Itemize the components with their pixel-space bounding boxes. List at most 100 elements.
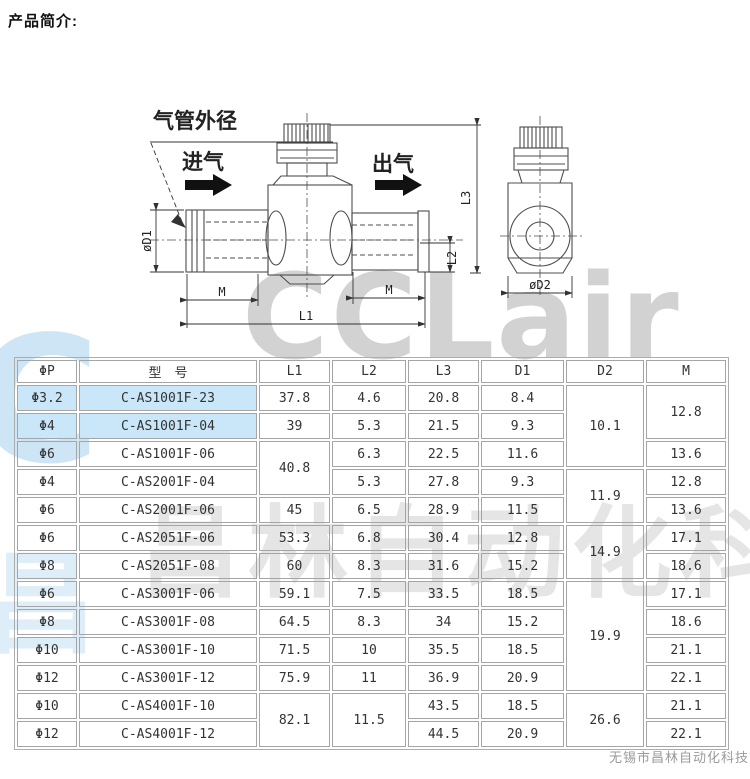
table-cell: 22.5	[408, 441, 479, 467]
table-row: Φ4 C-AS1001F-04 39 5.3 21.5 9.3	[17, 413, 726, 439]
table-cell: C-AS2001F-04	[79, 469, 257, 495]
table-cell: 34	[408, 609, 479, 635]
table-cell: 22.1	[646, 721, 726, 747]
table-cell: 36.9	[408, 665, 479, 691]
table-row: Φ10 C-AS4001F-10 82.1 11.5 43.5 18.5 26.6 21.1	[17, 693, 726, 747]
table-row: Φ4 C-AS2001F-04 5.3 27.8 9.3 11.9 12.8	[17, 469, 726, 523]
label-l2: L2	[445, 251, 459, 265]
table-cell: 13.6	[646, 497, 726, 523]
table-cell: 12.8	[481, 525, 564, 551]
table-cell: 8.3	[332, 553, 406, 579]
spec-table-body: Φ3.2 C-AS1001F-23 37.8 4.6 20.8 8.4 10.1 12.8 Φ4…	[17, 385, 726, 747]
table-cell: 18.6	[646, 553, 726, 579]
table-cell: 7.5	[332, 581, 406, 607]
table-cell: 14.9	[566, 525, 644, 579]
table-cell: 82.1	[259, 693, 330, 747]
table-cell: 12.8	[646, 385, 726, 439]
table-cell: Φ12	[17, 721, 77, 747]
table-cell: 28.9	[408, 497, 479, 523]
table-cell: 5.3	[332, 469, 406, 495]
table-cell: 6.8	[332, 525, 406, 551]
column-header: D1	[481, 360, 564, 383]
table-cell: C-AS2001F-06	[79, 497, 257, 523]
table-cell: 31.6	[408, 553, 479, 579]
table-cell: Φ6	[17, 441, 77, 467]
table-cell: 20.9	[481, 665, 564, 691]
table-cell: 15.2	[481, 609, 564, 635]
table-cell: Φ8	[17, 609, 77, 635]
table-cell: Φ3.2	[17, 385, 77, 411]
column-header: L1	[259, 360, 330, 383]
label-m-left: M	[218, 285, 225, 299]
table-cell: Φ10	[17, 637, 77, 663]
table-cell: 18.5	[481, 581, 564, 607]
label-d1: øD1	[140, 230, 154, 252]
table-cell: 9.3	[481, 469, 564, 495]
table-cell: 33.5	[408, 581, 479, 607]
table-cell: 11.6	[481, 441, 564, 467]
table-cell: Φ6	[17, 581, 77, 607]
table-cell: Φ10	[17, 693, 77, 719]
column-header: L3	[408, 360, 479, 383]
table-cell: Φ4	[17, 413, 77, 439]
table-cell: 5.3	[332, 413, 406, 439]
table-cell: C-AS2051F-08	[79, 553, 257, 579]
table-cell: 18.6	[646, 609, 726, 635]
page-title: 产品简介:	[8, 13, 78, 30]
table-cell: 40.8	[259, 441, 330, 495]
table-cell: 18.5	[481, 637, 564, 663]
table-cell: C-AS1001F-06	[79, 441, 257, 467]
table-cell: 10	[332, 637, 406, 663]
table-cell: 71.5	[259, 637, 330, 663]
table-cell: 11.5	[481, 497, 564, 523]
table-row: Φ6 C-AS1001F-06 40.8 6.3 22.5 11.6 13.6	[17, 441, 726, 495]
table-row: Φ3.2 C-AS1001F-23 37.8 4.6 20.8 8.4 10.1 12.8	[17, 385, 726, 467]
column-header: 型 号	[79, 360, 257, 383]
table-cell: 75.9	[259, 665, 330, 691]
table-cell: C-AS3001F-12	[79, 665, 257, 691]
label-l3: L3	[459, 191, 473, 205]
table-cell: 15.2	[481, 553, 564, 579]
table-cell: C-AS4001F-12	[79, 721, 257, 747]
table-row: Φ6 C-AS3001F-06 59.1 7.5 33.5 18.5 19.9 17.1	[17, 581, 726, 691]
table-cell: 45	[259, 497, 330, 523]
table-cell: C-AS4001F-10	[79, 693, 257, 719]
table-cell: 11.5	[332, 693, 406, 747]
label-air-in: 进气	[182, 150, 224, 174]
table-cell: 30.4	[408, 525, 479, 551]
table-cell: 9.3	[481, 413, 564, 439]
table-cell: 11.9	[566, 469, 644, 523]
table-cell: 21.1	[646, 693, 726, 719]
spec-table: ΦP 型 号 L1 L2 L3 D1 D2 M Φ3.2 C-AS1001F-23 37.8 4.6…	[14, 357, 729, 750]
table-row: Φ8 C-AS3001F-08 64.5 8.3 34 15.2 18.6	[17, 609, 726, 635]
technical-drawing: 气管外径 进气 出气 øD1 M M L1 L2 L3 øD2	[140, 109, 582, 328]
table-cell: 8.4	[481, 385, 564, 411]
table-row: Φ8 C-AS2051F-08 60 8.3 31.6 15.2 18.6	[17, 553, 726, 579]
table-cell: 43.5	[408, 693, 479, 719]
table-cell: 19.9	[566, 581, 644, 691]
table-cell: Φ12	[17, 665, 77, 691]
table-cell: 11	[332, 665, 406, 691]
table-cell: 17.1	[646, 525, 726, 551]
table-cell: 35.5	[408, 637, 479, 663]
table-cell: 26.6	[566, 693, 644, 747]
table-cell: C-AS3001F-08	[79, 609, 257, 635]
table-cell: 22.1	[646, 665, 726, 691]
spec-table-container: ΦP 型 号 L1 L2 L3 D1 D2 M Φ3.2 C-AS1001F-23 37.8 4.6…	[14, 357, 729, 750]
table-cell: 20.8	[408, 385, 479, 411]
table-cell: 13.6	[646, 441, 726, 467]
column-header: D2	[566, 360, 644, 383]
table-cell: 8.3	[332, 609, 406, 635]
table-row: Φ10 C-AS3001F-10 71.5 10 35.5 18.5 21.1	[17, 637, 726, 663]
table-cell: Φ8	[17, 553, 77, 579]
table-cell: 17.1	[646, 581, 726, 607]
table-cell: 60	[259, 553, 330, 579]
table-cell: 10.1	[566, 385, 644, 467]
label-m-right: M	[385, 283, 392, 297]
label-d2: øD2	[529, 278, 551, 292]
table-row: Φ12 C-AS3001F-12 75.9 11 36.9 20.9 22.1	[17, 665, 726, 691]
table-cell: 53.3	[259, 525, 330, 551]
table-cell: 21.1	[646, 637, 726, 663]
table-cell: C-AS3001F-10	[79, 637, 257, 663]
table-cell: 27.8	[408, 469, 479, 495]
